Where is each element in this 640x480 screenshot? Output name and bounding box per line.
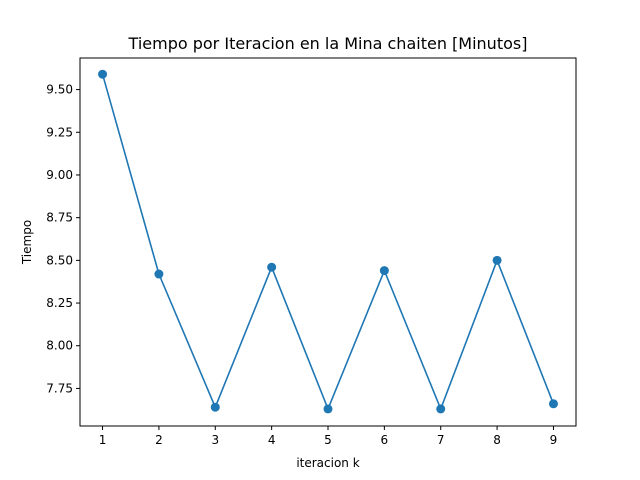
x-tick-label: 6 — [381, 433, 389, 447]
y-axis: 7.75 8.00 8.25 8.50 8.75 9.00 9.25 9.50 — [46, 83, 80, 395]
x-tick-label: 5 — [324, 433, 332, 447]
x-tick-label: 3 — [211, 433, 219, 447]
x-tick-label: 2 — [155, 433, 163, 447]
data-point — [379, 266, 389, 276]
data-point — [436, 404, 446, 414]
x-tick-label: 4 — [268, 433, 276, 447]
axes-frame — [79, 57, 577, 427]
data-point — [323, 404, 333, 414]
x-tick-label: 1 — [99, 433, 107, 447]
x-axis-label: iteracion k — [296, 456, 359, 470]
x-tick-label: 9 — [550, 433, 558, 447]
x-tick-label: 8 — [493, 433, 501, 447]
y-tick-label: 9.50 — [46, 83, 73, 97]
y-tick-label: 8.00 — [46, 339, 73, 353]
x-axis: 1 2 3 4 5 6 7 8 9 — [99, 426, 558, 447]
series-line — [101, 74, 555, 412]
x-tick-label: 7 — [437, 433, 445, 447]
data-points — [98, 69, 558, 414]
y-tick-label: 7.75 — [46, 381, 73, 395]
y-tick-label: 9.00 — [46, 168, 73, 182]
chart-title: Tiempo por Iteracion en la Mina chaiten … — [128, 34, 528, 53]
y-tick-label: 8.25 — [46, 296, 73, 310]
y-tick-label: 9.25 — [46, 125, 73, 139]
data-point — [154, 269, 164, 279]
data-point — [492, 255, 502, 265]
data-point — [548, 399, 558, 409]
data-point — [210, 402, 220, 412]
data-point — [98, 69, 108, 79]
y-axis-label: Tiempo — [20, 220, 34, 265]
plot-area: 1 2 3 4 5 6 7 8 9 7.75 8.00 8.25 8.50 8.75 9.00 9.25 9.… — [46, 57, 577, 447]
data-point — [267, 262, 277, 272]
y-tick-label: 8.50 — [46, 253, 73, 267]
y-tick-label: 8.75 — [46, 211, 73, 225]
